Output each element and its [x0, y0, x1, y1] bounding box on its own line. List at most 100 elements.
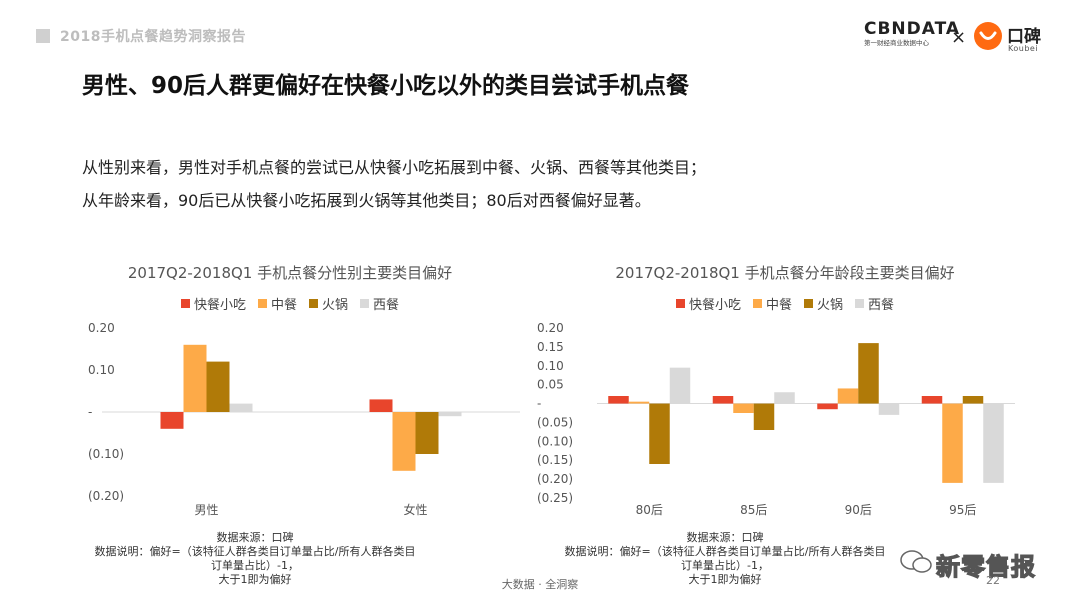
y-tick-label: (0.20) — [537, 472, 573, 486]
bar — [753, 403, 775, 430]
legend-item: 西餐 — [855, 294, 894, 313]
chart-plot: 0.20 0.10 - (0.10) (0.20) 男性 女性 — [88, 321, 520, 517]
y-tick-label: 0.20 — [537, 321, 564, 335]
legend-item: 中餐 — [752, 294, 792, 313]
chart-title: 2017Q2-2018Q1 手机点餐分年龄段主要类目偏好 — [615, 264, 955, 282]
y-tick-label: (0.20) — [88, 489, 124, 503]
source-note-right: 数据来源：口碑 数据说明：偏好=（该特征人群各类目订单量占比/所有人群各类目订单… — [560, 531, 890, 587]
chart-title: 2017Q2-2018Q1 手机点餐分性别主要类目偏好 — [127, 264, 453, 282]
chart-legend: 快餐小吃 中餐 火锅 西餐 — [40, 294, 540, 313]
bar — [712, 396, 734, 404]
bar — [878, 403, 900, 415]
report-title: 2018手机点餐趋势洞察报告 — [60, 29, 246, 45]
bar — [415, 412, 439, 454]
x-tick-label: 90后 — [845, 503, 872, 517]
legend-label: 快餐小吃 — [193, 298, 246, 313]
bar — [837, 388, 859, 404]
x-tick-label: 80后 — [636, 503, 663, 517]
legend-swatch — [804, 299, 813, 308]
koubei-smile-icon — [974, 22, 1002, 50]
bar — [628, 401, 650, 404]
source-line: 数据来源：口碑 — [216, 531, 294, 544]
legend-item: 火锅 — [309, 294, 348, 313]
cbndata-logo-subtitle: 第一财经商业数据中心 — [864, 39, 929, 47]
y-tick-label: 0.10 — [537, 359, 564, 373]
legend-item: 西餐 — [360, 294, 399, 313]
bar — [774, 392, 795, 404]
y-tick-label: 0.10 — [88, 363, 115, 377]
bar — [733, 403, 754, 413]
bar — [160, 412, 184, 429]
koubei-logo: 口碑 Koubei — [974, 20, 1044, 56]
report-mark-icon — [36, 29, 50, 43]
y-tick-label: - — [537, 397, 541, 411]
legend-label: 西餐 — [868, 298, 895, 313]
y-tick-label: (0.25) — [537, 491, 573, 505]
y-tick-label: (0.15) — [537, 453, 573, 467]
legend-swatch — [752, 299, 762, 308]
description-line-2: 从年龄来看，90后已从快餐小吃拓展到火锅等其他类目；80后对西餐偏好显著。 — [82, 191, 651, 210]
bar — [962, 396, 984, 404]
bar — [817, 403, 838, 410]
source-line: 数据来源：口碑 — [686, 531, 764, 544]
bar — [183, 344, 207, 412]
bar — [942, 403, 963, 483]
header: 2018手机点餐趋势洞察报告 CBNDATA 第一财经商业数据中心 × 口碑 K… — [0, 0, 1080, 60]
x-tick-label: 85后 — [740, 503, 767, 517]
bar — [921, 396, 943, 404]
legend-swatch — [309, 299, 318, 308]
koubei-logo-cn: 口碑 — [1007, 27, 1041, 47]
note-line: 数据说明：偏好=（该特征人群各类目订单量占比/所有人群各类目订单量占比）-1， — [94, 545, 416, 572]
wechat-watermark: 新零售报 — [900, 545, 1050, 582]
note-line: 大于1即为偏好 — [688, 573, 762, 586]
bar — [229, 403, 253, 412]
legend-swatch — [360, 299, 370, 308]
chart-legend: 快餐小吃 中餐 火锅 西餐 — [535, 294, 1035, 313]
x-tick-label: 95后 — [949, 503, 976, 517]
legend-item: 火锅 — [804, 294, 843, 313]
x-tick-label: 女性 — [403, 502, 427, 517]
bar — [649, 403, 670, 464]
legend-swatch — [675, 299, 685, 308]
age-preference-chart: 2017Q2-2018Q1 手机点餐分年龄段主要类目偏好 快餐小吃 中餐 火锅 西餐 … — [535, 258, 1035, 558]
legend-label: 中餐 — [765, 298, 792, 313]
wechat-icon — [900, 550, 932, 573]
legend-swatch — [180, 299, 190, 308]
legend-item: 中餐 — [257, 294, 297, 313]
note-line: 数据说明：偏好=（该特征人群各类目订单量占比/所有人群各类目订单量占比）-1， — [564, 545, 886, 572]
bar — [438, 412, 462, 417]
legend-label: 西餐 — [373, 298, 400, 313]
legend-label: 火锅 — [322, 298, 349, 313]
logo-separator: × — [951, 27, 967, 48]
legend-swatch — [855, 299, 865, 308]
wechat-account-name: 新零售报 — [935, 552, 1036, 581]
description-line-1: 从性别来看，男性对手机点餐的尝试已从快餐小吃拓展到中餐、火锅、西餐等其他类目； — [82, 158, 707, 177]
gender-preference-chart: 2017Q2-2018Q1 手机点餐分性别主要类目偏好 快餐小吃 中餐 火锅 西餐 0… — [40, 258, 540, 558]
koubei-logo-en: Koubei — [1008, 44, 1039, 53]
page-title: 男性、90后人群更偏好在快餐小吃以外的类目尝试手机点餐 — [82, 73, 690, 99]
legend-label: 火锅 — [817, 298, 844, 313]
bar — [206, 361, 230, 412]
cbndata-logo: CBNDATA 第一财经商业数据中心 — [864, 19, 961, 56]
y-tick-label: 0.15 — [537, 340, 564, 354]
bar — [608, 396, 629, 404]
x-tick-label: 男性 — [194, 503, 218, 517]
cbndata-logo-word: CBNDATA — [864, 19, 961, 39]
legend-swatch — [257, 299, 267, 308]
footer-slogan: 大数据 · 全洞察 — [501, 578, 579, 591]
bar — [669, 367, 691, 404]
y-tick-label: (0.10) — [537, 434, 573, 448]
bar — [369, 399, 393, 412]
legend-label: 快餐小吃 — [688, 298, 741, 313]
legend-item: 快餐小吃 — [180, 294, 246, 313]
y-tick-label: (0.10) — [88, 447, 124, 461]
bar — [392, 412, 416, 471]
y-tick-label: 0.20 — [88, 321, 115, 335]
legend-label: 中餐 — [270, 298, 297, 313]
bar — [983, 403, 1004, 483]
chart-plot: 0.20 0.15 0.10 0.05 - (0.05) (0.10) (0.15) (0.20… — [537, 321, 1015, 517]
y-tick-label: - — [88, 405, 92, 419]
bar — [858, 343, 879, 404]
y-tick-label: (0.05) — [537, 415, 573, 429]
note-line: 大于1即为偏好 — [218, 573, 292, 586]
